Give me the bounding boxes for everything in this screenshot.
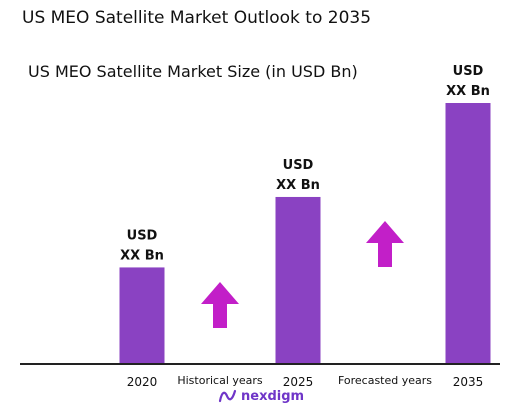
nexdigm-wave-icon [218,389,237,403]
data-label-2025-line-2: XX Bn [276,178,320,193]
trend-arrow-historical-icon [201,282,239,328]
data-label-2020-line-1: USD [127,228,158,243]
bar-2035 [445,103,491,364]
period-label-forecast: Forecasted years [338,374,432,387]
nexdigm-logo: nexdigm [218,386,304,406]
x-tick-label-2025: 2025 [283,375,314,389]
bar-2025 [275,196,321,364]
data-label-2035-line-1: USD [453,64,484,79]
bar-2020 [119,267,165,364]
data-label-2025-line-1: USD [283,158,314,173]
data-label-2020-line-2: XX Bn [120,248,164,263]
chart-title: US MEO Satellite Market Size (in USD Bn) [28,62,358,81]
page-title: US MEO Satellite Market Outlook to 2035 [22,8,372,28]
logo-text: nexdigm [241,388,305,404]
x-tick-label-2020: 2020 [127,375,158,389]
x-tick-label-2035: 2035 [453,375,484,389]
trend-arrow-forecast-icon [366,221,404,267]
period-label-historical: Historical years [177,374,263,387]
data-label-2035-line-2: XX Bn [446,84,490,99]
